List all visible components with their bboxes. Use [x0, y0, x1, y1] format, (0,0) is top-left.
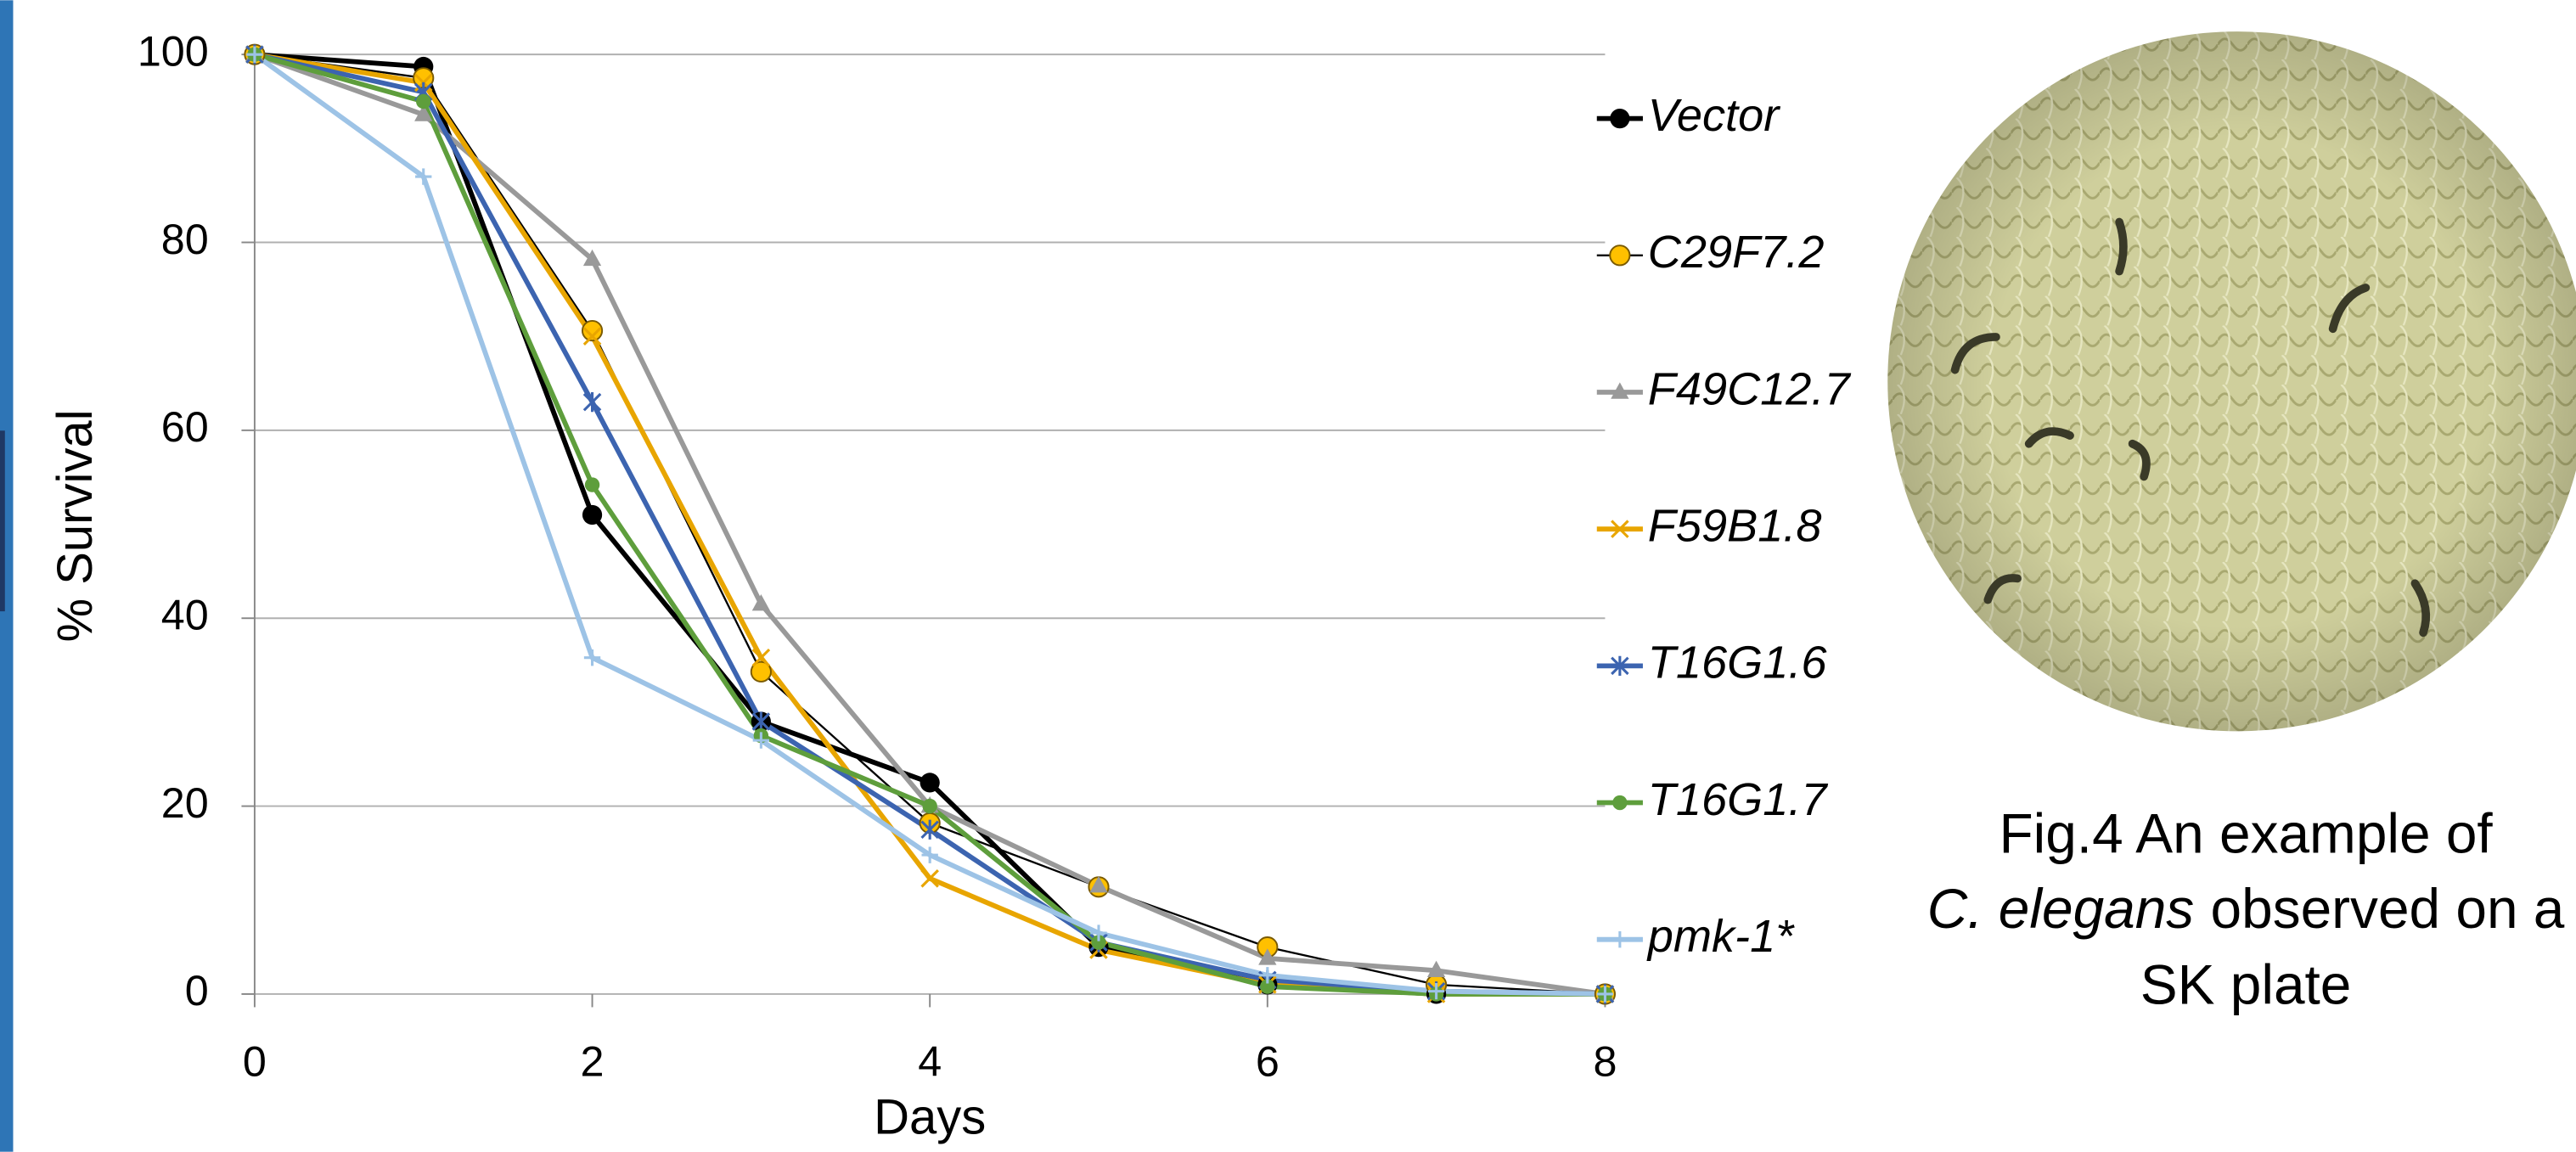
side-bar — [0, 0, 14, 1152]
caption-italic: C. elegans — [1927, 878, 2194, 941]
point — [1259, 967, 1276, 984]
x-tick-label: 0 — [243, 1037, 267, 1085]
point — [750, 660, 772, 683]
legend-label: T16G1.6 — [1648, 638, 1828, 688]
point — [1611, 520, 1629, 538]
point — [582, 249, 602, 267]
y-tick-label: 80 — [161, 215, 209, 263]
legend-label: T16G1.7 — [1648, 774, 1829, 825]
point — [1091, 935, 1106, 950]
x-tick-label: 2 — [581, 1037, 605, 1085]
legend-label: C29F7.2 — [1648, 227, 1825, 278]
point — [920, 773, 940, 793]
point — [1258, 948, 1277, 965]
point — [751, 648, 771, 667]
y-tick-label: 20 — [161, 778, 209, 827]
plot: 0 20 40 60 80 100 0 2 4 6 8 Vector C29F7.2 F49C12.7 F5… — [138, 26, 1852, 1085]
point — [752, 732, 770, 749]
side-mark — [0, 430, 5, 612]
caption-line: C. elegans observed on a — [1927, 878, 2565, 941]
point — [1611, 382, 1629, 399]
point — [1611, 655, 1629, 676]
point — [416, 93, 431, 110]
legend-label: F59B1.8 — [1648, 500, 1822, 551]
point — [1260, 979, 1275, 994]
point — [921, 846, 938, 863]
point — [415, 168, 432, 185]
x-tick-label: 8 — [1593, 1037, 1617, 1085]
point — [582, 504, 603, 525]
point — [751, 594, 771, 611]
caption-text: observed on a — [2211, 878, 2565, 941]
point — [1089, 876, 1108, 893]
point — [751, 711, 771, 732]
point — [581, 319, 604, 342]
legend-label: Vector — [1648, 90, 1780, 141]
worm-photo — [1887, 31, 2576, 732]
y-tick-label: 60 — [161, 402, 209, 451]
y-tick-label: 40 — [161, 591, 209, 639]
point — [1596, 986, 1614, 1003]
x-tick-label: 4 — [918, 1037, 942, 1085]
y-tick-label: 100 — [138, 26, 209, 75]
point — [584, 477, 600, 492]
y-tick-label: 0 — [185, 966, 209, 1014]
point — [582, 327, 602, 346]
point — [582, 392, 602, 413]
y-axis-label: % Survival — [48, 409, 103, 642]
x-axis-label: Days — [874, 1089, 986, 1144]
point — [1427, 982, 1445, 1000]
point — [920, 869, 939, 888]
caption-line: Fig.4 An example of — [1999, 801, 2493, 864]
legend-label: F49C12.7 — [1648, 363, 1852, 414]
point — [920, 819, 939, 840]
point — [414, 104, 433, 121]
point — [1612, 795, 1628, 811]
point — [1426, 960, 1446, 978]
x-tick-label: 6 — [1256, 1037, 1280, 1085]
point — [1610, 109, 1630, 129]
point — [1090, 924, 1107, 941]
point — [1611, 931, 1628, 948]
point — [246, 46, 263, 63]
caption-line: SK plate — [2140, 953, 2352, 1016]
point — [1609, 244, 1631, 267]
point — [583, 649, 601, 666]
legend-label: pmk-1* — [1646, 911, 1795, 962]
point — [922, 798, 937, 814]
